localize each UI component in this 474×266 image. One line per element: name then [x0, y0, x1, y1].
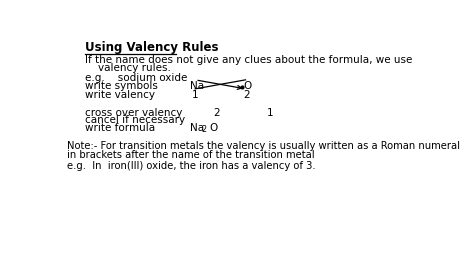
Text: write symbols: write symbols [85, 81, 158, 92]
Text: valency rules.: valency rules. [85, 63, 171, 73]
Text: cancel if necessary: cancel if necessary [85, 115, 185, 125]
Text: 1: 1 [267, 108, 273, 118]
Text: write valency: write valency [85, 90, 155, 100]
Text: write formula: write formula [85, 123, 155, 134]
Text: in brackets after the name of the transition metal: in brackets after the name of the transi… [66, 150, 314, 160]
Text: 1: 1 [191, 90, 198, 100]
Text: Note:- For transition metals the valency is usually written as a Roman numeral: Note:- For transition metals the valency… [66, 142, 460, 152]
Text: Using Valency Rules: Using Valency Rules [85, 41, 219, 54]
Text: cross over valency: cross over valency [85, 108, 182, 118]
Text: e.g.  In  iron(III) oxide, the iron has a valency of 3.: e.g. In iron(III) oxide, the iron has a … [66, 161, 315, 171]
Text: 2: 2 [243, 90, 249, 100]
Text: Na: Na [190, 81, 204, 92]
Text: e.g.    sodium oxide: e.g. sodium oxide [85, 73, 187, 83]
Text: 2: 2 [202, 125, 207, 134]
Text: Na: Na [190, 123, 204, 134]
Text: O: O [209, 123, 218, 134]
Text: O: O [243, 81, 251, 92]
Text: 2: 2 [213, 108, 220, 118]
Text: If the name does not give any clues about the formula, we use: If the name does not give any clues abou… [85, 56, 412, 65]
